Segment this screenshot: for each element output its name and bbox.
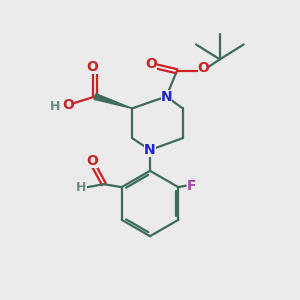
Text: F: F xyxy=(187,179,196,193)
Text: H: H xyxy=(76,181,87,194)
Text: N: N xyxy=(144,143,156,157)
Polygon shape xyxy=(94,94,132,108)
Text: H: H xyxy=(50,100,60,113)
Text: O: O xyxy=(198,61,209,75)
Text: O: O xyxy=(145,57,157,71)
Text: N: N xyxy=(160,89,172,103)
Text: O: O xyxy=(86,154,98,168)
Text: O: O xyxy=(86,60,98,74)
Text: O: O xyxy=(62,98,74,112)
